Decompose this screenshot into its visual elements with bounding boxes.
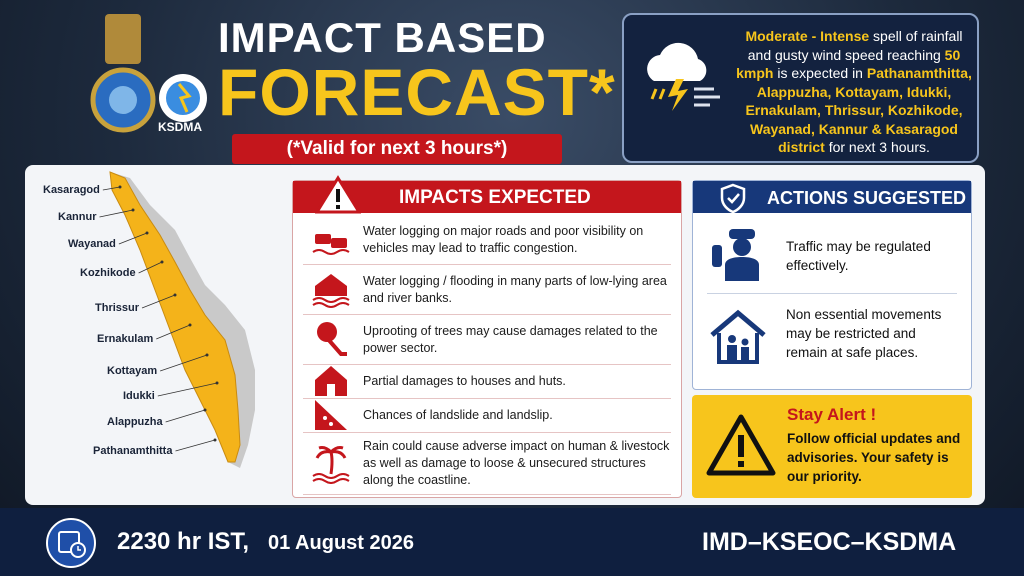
leader-line (102, 186, 121, 191)
impact-icon (312, 234, 350, 255)
warning-icon (315, 175, 361, 214)
impact-text: Water logging on major roads and poor vi… (363, 223, 644, 255)
leader-line (165, 409, 206, 423)
impact-text: Partial damages to houses and huts. (363, 374, 566, 388)
police-icon (712, 229, 759, 281)
validity: (*Valid for next 3 hours*) (232, 134, 562, 164)
alert-text: Moderate - Intense spell of rainfall and… (734, 27, 974, 157)
impact-row: Uprooting of trees may cause damages rel… (303, 315, 671, 365)
alert-segment: Pathanamthitta, Alappuzha, Kottayam, Idu… (745, 65, 972, 155)
district-label: Thrissur (95, 302, 140, 314)
stay-alert-title: Stay Alert ! (787, 405, 877, 424)
action-text: Traffic may be regulated effectively. (786, 239, 931, 273)
impact-icon (315, 366, 347, 396)
actions-panel: ACTIONS SUGGESTED Traffic may be regulat… (692, 180, 972, 390)
alert-box: Moderate - Intense spell of rainfall and… (622, 13, 979, 163)
district-label: Alappuzha (107, 416, 163, 428)
impact-row: Water logging on major roads and poor vi… (303, 215, 671, 265)
storm-icon (647, 42, 720, 111)
leader-line (159, 354, 208, 372)
leader-dot (160, 260, 164, 264)
impacts-title: IMPACTS EXPECTED (399, 187, 591, 208)
district-label: Wayanad (68, 238, 116, 250)
actions-header: ACTIONS SUGGESTED (693, 181, 971, 213)
alert-segment: spell of rainfall and gusty wind speed r… (747, 28, 963, 63)
impact-row: Chances of landslide and landslip. (303, 399, 671, 433)
logo-label: KSDMA (158, 120, 202, 134)
footer: 2230 hr IST, 01 August 2026 IMD–KSEOC–KS… (0, 508, 1024, 576)
leader-line (175, 439, 216, 452)
leader-line (99, 209, 134, 218)
district-label: Pathanamthitta (93, 445, 173, 457)
leader-dot (173, 293, 177, 297)
impact-icon (312, 446, 350, 484)
footer-source: IMD–KSEOC–KSDMA (702, 528, 957, 556)
impacts-header: IMPACTS EXPECTED (293, 175, 681, 214)
alert-segment: for next 3 hours. (824, 139, 930, 155)
impact-text: Water logging / flooding in many parts o… (363, 273, 667, 305)
impact-icon (317, 322, 347, 356)
alert-segment: 50 kmph (736, 46, 961, 82)
impacts-panel: IMPACTS EXPECTED Water logging on major … (292, 175, 682, 498)
impact-text: Chances of landslide and landslip. (363, 408, 553, 422)
impact-text: Rain could cause adverse impact on human… (363, 439, 670, 487)
action-text: Non essential movements may be restricte… (786, 307, 942, 360)
alert-segment: Moderate - Intense (745, 28, 870, 44)
title-line1: IMPACT BASED (218, 14, 547, 61)
district-label: Kasaragod (43, 184, 100, 196)
alert-icon (706, 414, 776, 476)
leader-dot (205, 353, 209, 357)
leader-dot (145, 231, 149, 235)
leader-dot (215, 381, 219, 385)
stay-alert-text: Follow official updates and advisories. … (787, 431, 961, 484)
impact-row: Rain could cause adverse impact on human… (303, 433, 671, 495)
leader-dot (118, 185, 122, 189)
actions-title: ACTIONS SUGGESTED (767, 188, 967, 208)
divider (707, 293, 957, 294)
impact-row: Water logging / flooding in many parts o… (303, 265, 671, 315)
footer-date: 01 August 2026 (268, 532, 414, 554)
leader-dot (188, 323, 192, 327)
district-label: Kozhikode (80, 267, 136, 279)
leader-dot (131, 208, 135, 212)
leader-dot (213, 438, 217, 442)
home-icon (710, 309, 766, 364)
stay-alert-box: Stay Alert ! Follow official updates and… (692, 395, 972, 498)
shield-icon (720, 183, 746, 213)
impact-row: Partial damages to houses and huts. (303, 365, 671, 399)
leader-dot (203, 408, 207, 412)
district-label: Kannur (58, 211, 97, 223)
leader-line (157, 382, 218, 397)
district-label: Idukki (123, 390, 155, 402)
impact-icon (312, 274, 350, 308)
title-line2: FORECAST* (218, 55, 616, 129)
alert-segment: is expected in (773, 65, 867, 81)
calendar-icon (46, 518, 96, 568)
leader-line (138, 261, 163, 274)
footer-time: 2230 hr IST, (117, 528, 250, 555)
leader-line (118, 232, 148, 245)
logos (90, 14, 207, 133)
kerala-map: Kasaragod Kannur Wayanad Kozhikode Thrissur E… (43, 171, 255, 468)
impact-icon (315, 400, 347, 430)
leader-line (141, 294, 176, 309)
leader-line (156, 324, 191, 340)
district-label: Kottayam (107, 365, 157, 377)
district-label: Ernakulam (97, 333, 153, 345)
impact-text: Uprooting of trees may cause damages rel… (363, 323, 658, 355)
